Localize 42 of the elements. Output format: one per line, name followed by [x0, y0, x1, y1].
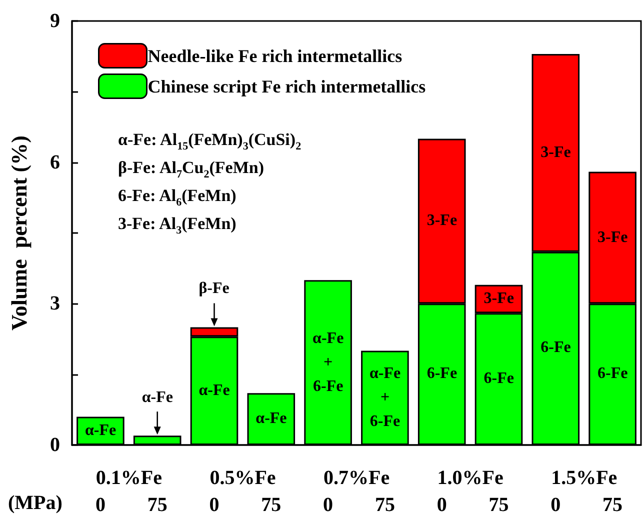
- annotation: 3-Fe: [484, 288, 514, 309]
- annotation: α-Fe: [198, 380, 230, 401]
- annotation: α-Fe: [142, 388, 173, 408]
- annotation: 3-Fe: [426, 211, 458, 232]
- y-tick-label: 6: [50, 151, 60, 174]
- legend-label: Chinese script Fe rich intermetallics: [148, 76, 426, 96]
- y-tick-label: 3: [50, 292, 60, 315]
- text: 0.7%Fe: [324, 467, 390, 489]
- x-tick-label: 0: [323, 494, 334, 516]
- annotation: 6-Fe: [598, 364, 628, 384]
- y-tick-label: 0: [50, 434, 60, 456]
- x-tick-label: 0: [436, 494, 447, 516]
- annotation: β-Fe: [198, 279, 230, 300]
- y-axis-title: Volume percent (%): [6, 136, 32, 330]
- annotation: 3-Fe: [598, 228, 628, 248]
- x-tick-label: 75: [602, 494, 623, 516]
- x-tick-label: 0: [550, 494, 561, 516]
- annotation: 6-Fe: [540, 338, 571, 358]
- annotation: α-Fe + 6-Fe: [369, 364, 401, 432]
- annotation: α-Fe + 6-Fe: [312, 328, 344, 397]
- text: 0.1%Fe: [96, 467, 162, 489]
- x-axis-title: (MPa): [8, 492, 62, 514]
- annotation: α-Fe: Al$_{15}$(FeMn)$_{3}$(CuSi)$_{2}$: [118, 130, 302, 152]
- x-tick-label: 75: [147, 494, 168, 516]
- x-tick-label: 75: [374, 494, 395, 516]
- annotation: 6-Fe: Al$_{6}$(FeMn): [118, 186, 236, 208]
- x-tick-label: 75: [488, 494, 509, 516]
- annotation: 6-Fe: [484, 369, 514, 390]
- text: 0.5%Fe: [210, 467, 276, 489]
- x-tick-label: 0: [209, 494, 220, 516]
- text: 1.0%Fe: [437, 467, 504, 489]
- annotation: 3-Fe: Al$_{3}$(FeMn): [118, 214, 236, 236]
- x-tick-label: 75: [261, 494, 282, 516]
- x-tick-label: 0: [95, 494, 106, 516]
- legend-label: Needle-like Fe rich intermetallics: [148, 46, 402, 66]
- annotation: α-Fe: [256, 409, 287, 430]
- annotation: 3-Fe: [540, 142, 571, 163]
- annotation: α-Fe: [84, 420, 116, 441]
- y-tick-label: 9: [50, 10, 60, 32]
- annotation: β-Fe: Al$_{7}$Cu$_{2}$(FeMn): [118, 158, 264, 180]
- text: 1.5%Fe: [551, 467, 618, 489]
- annotation: 6-Fe: [426, 364, 458, 384]
